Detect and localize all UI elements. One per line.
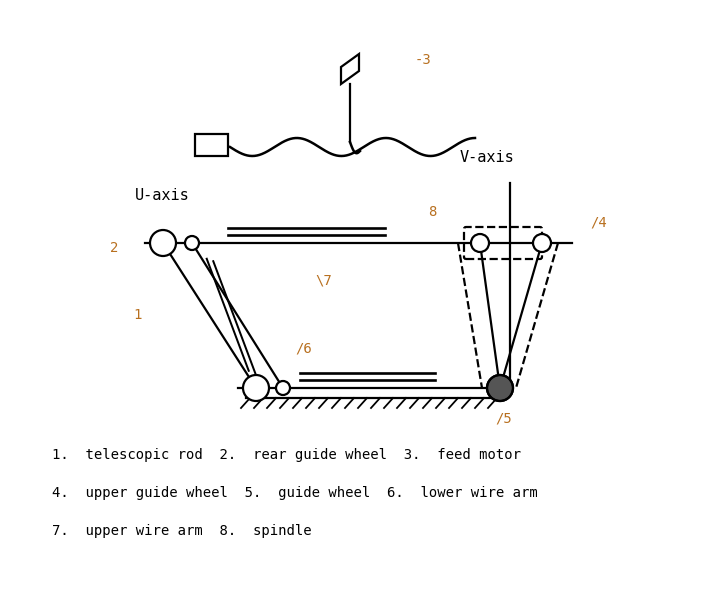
Circle shape [185,236,199,250]
Text: \7: \7 [315,273,332,287]
Bar [195,134,228,156]
Text: V-axis: V-axis [460,150,515,166]
Text: 1.  telescopic rod  2.  rear guide wheel  3.  feed motor: 1. telescopic rod 2. rear guide wheel 3.… [52,448,521,462]
Circle shape [533,234,551,252]
Text: 1: 1 [133,308,141,322]
Text: /4: /4 [590,215,606,229]
Circle shape [471,234,489,252]
Circle shape [487,375,513,401]
Circle shape [243,375,269,401]
Text: 4.  upper guide wheel  5.  guide wheel  6.  lower wire arm: 4. upper guide wheel 5. guide wheel 6. l… [52,486,538,500]
Circle shape [150,230,176,256]
Text: 7.  upper wire arm  8.  spindle: 7. upper wire arm 8. spindle [52,524,311,538]
Circle shape [276,381,290,395]
Text: 8: 8 [428,205,436,219]
Text: 2: 2 [110,241,118,255]
Text: -3: -3 [415,53,432,67]
Text: /5: /5 [495,411,512,425]
Text: /6: /6 [295,341,311,355]
Text: U-axis: U-axis [135,188,190,202]
